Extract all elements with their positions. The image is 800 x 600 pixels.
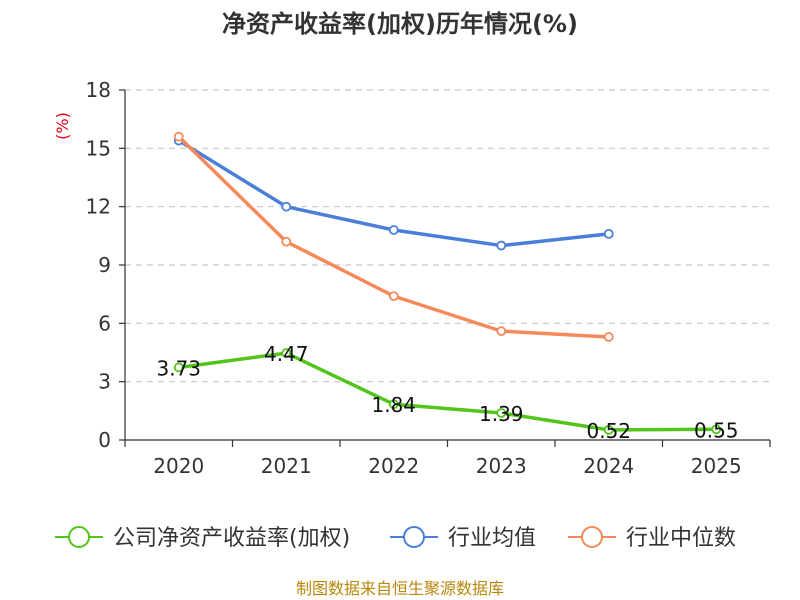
y-tick-label: 6 xyxy=(98,311,111,335)
data-point xyxy=(173,131,184,142)
data-label: 1.84 xyxy=(371,393,416,417)
x-tick-label: 2023 xyxy=(476,454,527,478)
data-point xyxy=(496,408,507,418)
series-line xyxy=(177,351,718,432)
legend-item-1: 行业均值 xyxy=(390,526,536,551)
source-note: 制图数据来自恒生聚源数据库 xyxy=(296,579,504,598)
data-point xyxy=(496,240,507,251)
y-tick-label: 3 xyxy=(98,370,111,394)
chart-title: 净资产收益率(加权)历年情况(%) xyxy=(222,10,578,38)
x-tick-label: 2025 xyxy=(691,454,742,478)
x-tick-label: 2021 xyxy=(261,454,312,478)
data-point xyxy=(388,399,399,410)
data-label: 3.73 xyxy=(156,356,201,380)
data-label: 1.39 xyxy=(479,402,524,426)
data-point xyxy=(711,424,722,435)
series-0 xyxy=(173,348,722,435)
series-2 xyxy=(173,131,614,342)
legend-label: 行业均值 xyxy=(448,526,536,551)
y-tick-labels: 0 3 6 9 12 15 18 xyxy=(86,78,111,452)
legend-swatch-marker xyxy=(581,526,603,548)
data-point xyxy=(603,228,614,239)
y-tick-label: 12 xyxy=(86,195,111,219)
data-point xyxy=(603,424,614,435)
legend-swatch-marker xyxy=(403,526,425,548)
data-point xyxy=(281,236,292,247)
data-point xyxy=(281,348,292,358)
legend-item-0: 公司净资产收益率(加权) xyxy=(55,526,350,551)
data-label: 0.55 xyxy=(694,418,739,442)
legend-item-2: 行业中位数 xyxy=(568,526,736,551)
data-point xyxy=(388,291,399,302)
x-tick-labels: 2020 2021 2022 2023 2024 2025 xyxy=(153,454,741,478)
x-tick-label: 2022 xyxy=(368,454,419,478)
series-1 xyxy=(173,135,614,251)
y-tick-label: 18 xyxy=(86,78,111,102)
legend-swatch-marker xyxy=(68,526,90,548)
legend-label: 行业中位数 xyxy=(626,526,736,551)
series-group xyxy=(173,131,722,435)
y-axis-unit: (%) xyxy=(53,112,72,140)
data-labels: 3.73 4.47 1.84 1.39 0.52 0.55 xyxy=(156,342,738,443)
legend: 公司净资产收益率(加权) 行业均值 行业中位数 xyxy=(55,526,736,551)
y-tick-label: 0 xyxy=(98,428,111,452)
series-line xyxy=(177,134,611,339)
data-point xyxy=(603,332,614,342)
axes xyxy=(119,89,771,447)
y-tick-label: 9 xyxy=(98,253,111,277)
data-point xyxy=(496,326,507,337)
x-tick-label: 2024 xyxy=(583,454,634,478)
y-tick-label: 15 xyxy=(86,136,111,160)
data-point xyxy=(388,225,399,235)
data-label: 0.52 xyxy=(586,419,631,443)
data-point xyxy=(173,362,184,373)
data-label: 4.47 xyxy=(264,342,309,366)
x-tick-label: 2020 xyxy=(153,454,204,478)
gridlines xyxy=(125,89,770,383)
legend-label: 公司净资产收益率(加权) xyxy=(113,526,350,551)
data-point xyxy=(281,201,292,212)
